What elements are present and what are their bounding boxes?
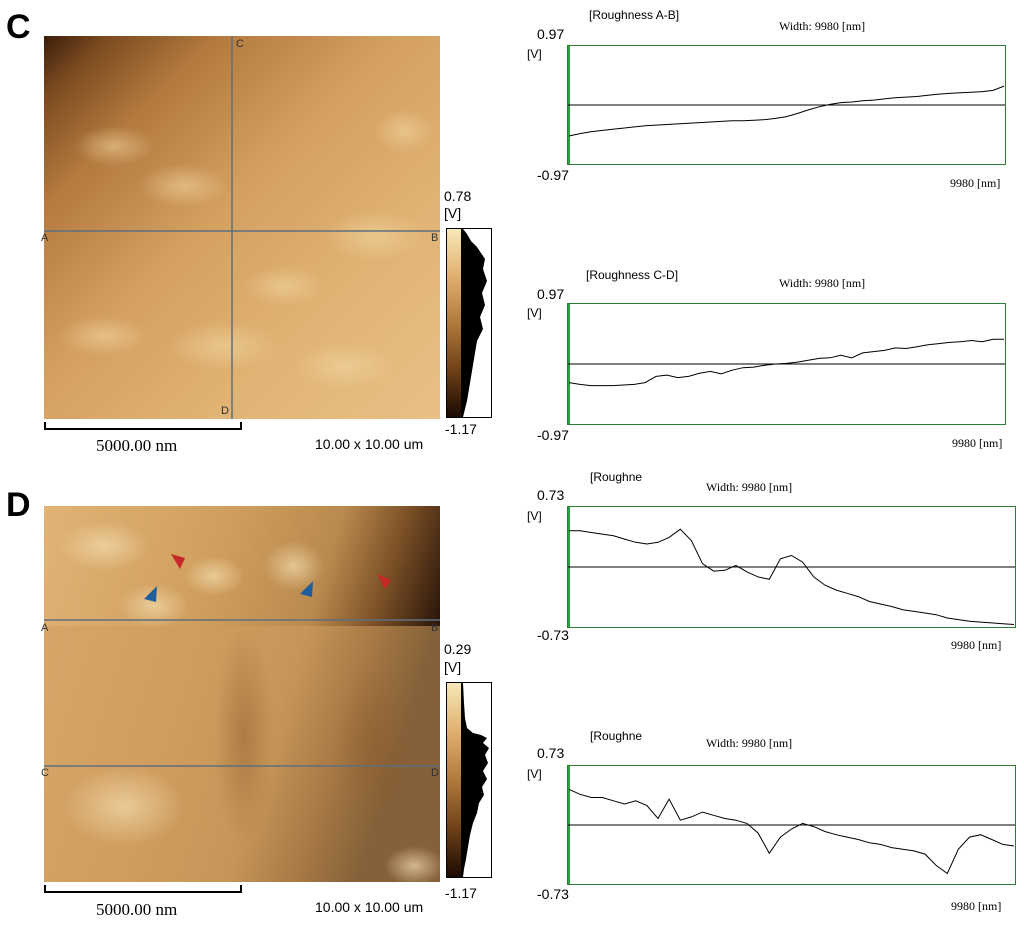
profile-ymin: -0.73 (537, 627, 569, 643)
profile-trace (568, 85, 1005, 137)
height-histogram-d (462, 682, 492, 878)
profile-ymax: 0.73 (537, 487, 565, 503)
panel-c-label: C (6, 8, 31, 46)
profile-unit: [V] (527, 509, 542, 523)
scale-bar-tick-right (240, 422, 242, 430)
colorbar-min: -1.17 (445, 421, 477, 437)
blue-arrow-icon (144, 581, 313, 602)
scale-bar-c (44, 428, 242, 430)
profile-xend: 9980 [nm] (951, 638, 1002, 652)
panel-d-label: D (6, 486, 31, 524)
profile-ymin: -0.97 (537, 167, 569, 183)
profile-plot-c2 (567, 303, 1006, 425)
profile-ymin: -0.97 (537, 427, 569, 443)
colorbar-unit: [V] (444, 659, 462, 675)
profile-xend: 9980 [nm] (951, 899, 1002, 913)
profile-unit: [V] (527, 306, 542, 320)
profile-unit: [V] (527, 47, 542, 61)
marker-a: A (41, 232, 49, 244)
scale-bar-d (44, 891, 242, 893)
profile-unit: [V] (527, 767, 542, 781)
afm-height-image-d (44, 506, 440, 882)
scale-bar-tick-left (44, 422, 46, 430)
marker-c: C (236, 38, 244, 50)
marker-b: B (431, 622, 439, 634)
marker-a: A (41, 622, 49, 634)
profile-title: [Roughne (590, 729, 643, 743)
height-histogram-c (462, 228, 492, 418)
colorbar-d (446, 682, 462, 878)
marker-d: D (221, 405, 229, 417)
scale-bar-tick-left (44, 885, 46, 893)
profile-xend: 9980 [nm] (952, 436, 1003, 450)
colorbar-unit: [V] (444, 205, 462, 221)
scale-bar-label-d: 5000.00 nm (96, 900, 178, 919)
scan-size-d: 10.00 x 10.00 um (315, 899, 424, 915)
profile-plot-c1 (567, 45, 1006, 165)
profile-xend: 9980 [nm] (950, 176, 1001, 190)
scale-bar-tick-right (240, 885, 242, 893)
profile-width: Width: 9980 [nm] (779, 276, 866, 290)
profile-title: [Roughness A-B] (589, 8, 680, 22)
profile-width: Width: 9980 [nm] (706, 480, 793, 494)
afm-height-image-c (44, 36, 440, 419)
colorbar-min: -1.17 (445, 885, 477, 901)
marker-d: D (431, 767, 439, 779)
profile-title: [Roughne (590, 470, 643, 484)
profile-trace (568, 788, 1015, 875)
profile-title: [Roughness C-D] (586, 268, 679, 282)
profile-ymax: 0.97 (537, 286, 565, 302)
profile-plot-d2 (567, 765, 1016, 885)
colorbar-max: 0.29 (444, 641, 472, 657)
red-arrow-icon (171, 554, 391, 589)
profile-width: Width: 9980 [nm] (706, 736, 793, 750)
colorbar-c (446, 228, 462, 418)
colorbar-max: 0.78 (444, 188, 472, 204)
profile-ymax: 0.97 (537, 26, 565, 42)
marker-b: B (431, 232, 439, 244)
scan-size-c: 10.00 x 10.00 um (315, 436, 424, 452)
profile-plot-d1 (567, 506, 1016, 628)
marker-c: C (41, 767, 49, 779)
scale-bar-label-c: 5000.00 nm (96, 436, 178, 455)
profile-ymin: -0.73 (537, 886, 569, 902)
profile-trace (568, 338, 1004, 387)
profile-trace (569, 528, 1015, 625)
profile-ymax: 0.73 (537, 745, 565, 761)
profile-width: Width: 9980 [nm] (779, 19, 866, 33)
